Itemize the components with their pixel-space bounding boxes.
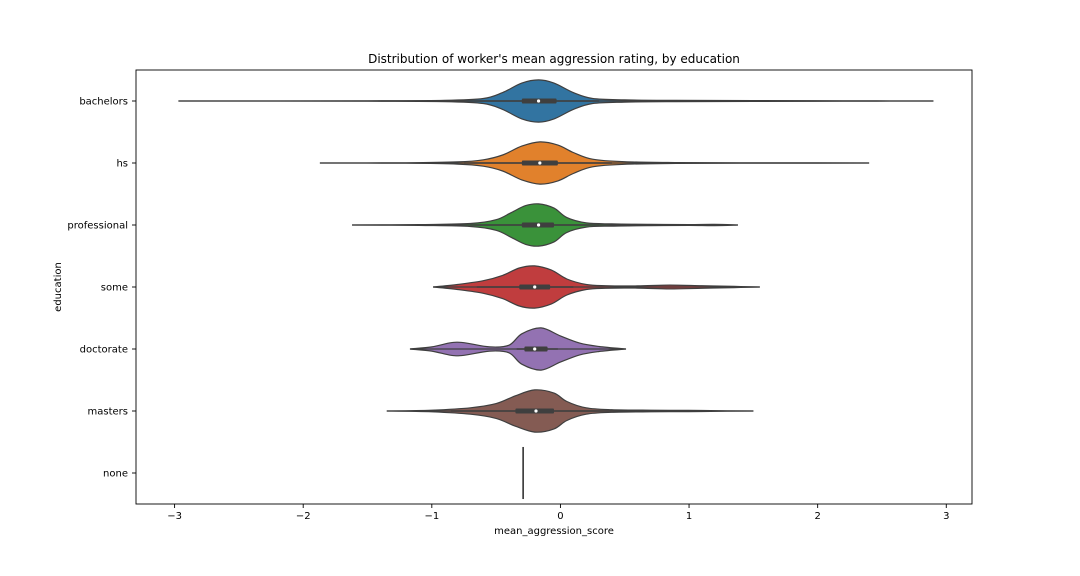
violin-masters [386,389,754,433]
violin-doctorate-median [533,347,537,351]
violin-some [433,265,760,309]
x-tick-label: −3 [167,511,182,522]
y-axis: bachelors hs professional some doctorate mast… [67,97,136,480]
y-tick-label: some [101,283,128,294]
x-axis: −3 −2 −1 0 1 2 3 [167,504,949,522]
x-tick-label: 0 [557,511,563,522]
violin-bachelors-median [536,99,541,103]
violin-hs-median [538,161,542,165]
violin-hs [319,141,870,185]
violin-doctorate [409,327,627,371]
y-tick-label: none [103,469,128,480]
x-tick-label: −2 [296,511,311,522]
violin-bachelors [178,79,934,123]
x-tick-label: 3 [943,511,949,522]
x-tick-label: 2 [814,511,820,522]
violin-some-median [533,285,537,289]
violin-masters-median [534,409,538,413]
violin-professional [352,203,738,247]
y-tick-label: masters [88,407,128,418]
x-tick-label: −1 [424,511,439,522]
plot-area [178,79,934,500]
y-axis-title: education [53,262,64,312]
y-tick-label: bachelors [79,97,128,108]
violin-professional-median [536,223,541,227]
x-axis-title: mean_aggression_score [494,526,614,537]
chart-title: Distribution of worker's mean aggression… [368,52,740,66]
y-tick-label: doctorate [80,345,128,356]
x-tick-label: 1 [686,511,692,522]
y-tick-label: professional [67,221,128,232]
y-tick-label: hs [116,159,128,170]
